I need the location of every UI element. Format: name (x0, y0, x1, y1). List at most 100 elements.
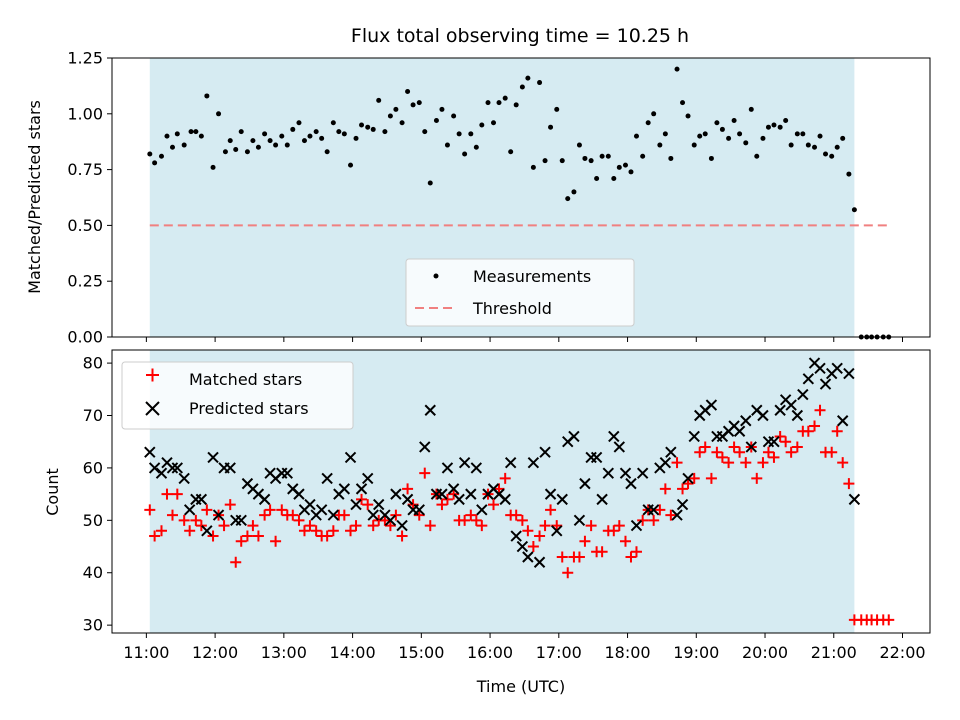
matched-star-point (791, 441, 803, 453)
measurement-point (565, 196, 571, 202)
ratio-y-label: Matched/Predicted stars (25, 100, 44, 294)
matched-star-point (613, 520, 625, 532)
measurement-point (834, 144, 840, 150)
measurement-point (668, 155, 674, 161)
measurement-point (633, 133, 639, 139)
matched-star-point (327, 525, 339, 537)
matched-star-point (619, 535, 631, 547)
measurement-point (530, 164, 536, 170)
matched-star-point (235, 535, 247, 547)
x-tick-label: 12:00 (192, 643, 238, 662)
counts-y-label: Count (43, 468, 62, 516)
predicted-star-point (527, 456, 540, 469)
measurement-point (399, 120, 405, 126)
measurement-point (181, 142, 187, 148)
counts-panel: 30 40 50 60 70 80 11:00 12:00 13:00 14:00 15:00 16… (43, 349, 931, 696)
measurement-point (513, 102, 519, 108)
measurement-point (840, 135, 846, 141)
measurement-point (794, 131, 800, 137)
predicted-star-point (539, 446, 551, 458)
matched-star-point (350, 520, 362, 532)
matched-star-point (826, 446, 838, 458)
predicted-star-point (544, 488, 557, 500)
matched-star-point (545, 504, 557, 516)
measurement-point (365, 124, 371, 130)
measurement-point (731, 117, 737, 123)
measurement-point (708, 155, 714, 161)
measurement-point (748, 106, 754, 112)
x-tick-label: 18:00 (604, 643, 650, 662)
predicted-star-point (802, 373, 815, 385)
predicted-star-point (344, 451, 357, 464)
matched-star-point (161, 488, 173, 500)
predicted-star-point (144, 446, 156, 458)
predicted-star-point (630, 519, 643, 532)
measurement-point (468, 131, 474, 137)
predicted-star-point (315, 504, 328, 516)
matched-star-point (774, 430, 786, 442)
matched-star-point (356, 493, 368, 505)
predicted-star-point (338, 483, 351, 495)
matched-star-point (207, 530, 219, 542)
matched-star-point (694, 446, 706, 458)
measurement-point (691, 142, 697, 148)
counts-y-axis: 30 40 50 60 70 80 (83, 354, 112, 635)
matched-star-point (247, 520, 259, 532)
matched-star-point (171, 488, 183, 500)
measurement-point (307, 133, 313, 139)
matched-star-point (362, 499, 374, 511)
measurement-point (719, 126, 725, 132)
x-tick-label: 13:00 (261, 643, 307, 662)
counts-matched-points (144, 404, 895, 626)
matched-star-point (780, 436, 792, 448)
predicted-star-point (424, 404, 436, 416)
predicted-star-point (384, 514, 397, 527)
measurement-point (174, 131, 180, 137)
matched-star-point (276, 504, 288, 516)
measurement-point (823, 151, 829, 157)
predicted-star-point (293, 488, 305, 500)
matched-star-point (665, 509, 677, 521)
predicted-star-point (625, 477, 637, 490)
matched-star-point (762, 446, 774, 458)
matched-star-point (459, 514, 471, 526)
matched-star-point (488, 499, 500, 511)
measurement-point (427, 180, 433, 186)
matched-star-point (259, 509, 271, 521)
measurement-point (743, 140, 749, 146)
predicted-star-point (676, 498, 689, 511)
measurement-point (193, 129, 199, 135)
measurement-point (846, 171, 852, 177)
measurement-point (594, 176, 600, 182)
matched-star-point (304, 520, 316, 532)
matched-star-point (190, 514, 202, 526)
matched-star-point (436, 499, 448, 511)
predicted-star-point (476, 504, 488, 516)
predicted-star-point (362, 472, 374, 485)
measurement-point (267, 138, 273, 144)
predicted-star-point (458, 456, 471, 469)
predicted-star-point (647, 504, 660, 516)
matched-star-point (654, 504, 666, 516)
matched-star-point (716, 451, 728, 463)
legend-predicted-label: Predicted stars (189, 399, 309, 418)
measurement-point (765, 124, 771, 130)
predicted-star-point (636, 467, 649, 479)
legend-matched-label: Matched stars (189, 370, 302, 389)
matched-star-point (201, 504, 213, 516)
measurement-point (519, 84, 525, 90)
measurement-point (702, 131, 708, 137)
measurement-point (410, 102, 416, 108)
measurement-point (628, 169, 634, 175)
matched-star-point (768, 451, 780, 463)
predicted-star-point (671, 509, 683, 521)
predicted-star-point (768, 436, 780, 448)
legend-measurements-marker (433, 273, 439, 279)
predicted-star-point (579, 477, 591, 490)
measurement-point (805, 142, 811, 148)
predicted-star-point (556, 493, 568, 506)
matched-star-point (630, 546, 642, 558)
predicted-star-point (819, 378, 832, 390)
x-tick-label: 20:00 (742, 643, 788, 662)
